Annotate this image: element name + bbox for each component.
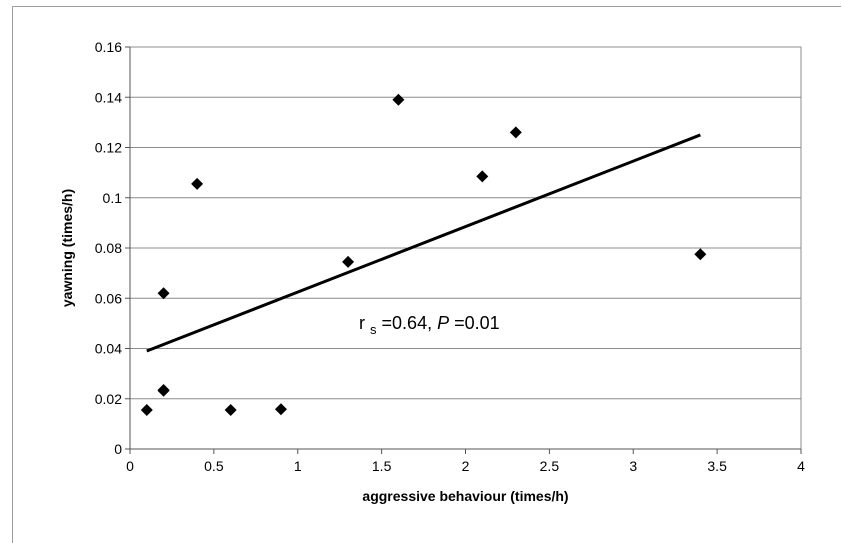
x-tick-label: 2.5 (540, 458, 560, 474)
data-point (392, 93, 405, 106)
x-tick-label: 3.5 (707, 458, 727, 474)
data-point (157, 384, 170, 397)
y-tick-label: 0.06 (95, 290, 122, 306)
data-point (476, 170, 489, 183)
x-tick-label: 1.5 (372, 458, 392, 474)
x-tick-label: 2 (462, 458, 470, 474)
data-point (694, 248, 707, 261)
x-tick-label: 0 (126, 458, 134, 474)
y-tick-label: 0 (114, 441, 122, 457)
y-tick-label: 0.16 (95, 39, 122, 55)
data-point (191, 177, 204, 190)
y-tick-label: 0.1 (103, 190, 123, 206)
trend-line (146, 133, 701, 353)
data-point (509, 126, 522, 139)
x-tick-label: 3 (629, 458, 637, 474)
rs-subscript: s (370, 322, 377, 337)
x-tick-label: 4 (797, 458, 805, 474)
rs-value: =0.64, (382, 313, 438, 333)
data-points (140, 93, 707, 417)
data-point (157, 287, 170, 300)
x-axis-title: aggressive behaviour (times/h) (362, 488, 568, 504)
p-symbol: P (437, 313, 449, 333)
data-point (274, 403, 287, 416)
gridlines (130, 46, 801, 400)
data-point (140, 404, 153, 417)
y-tick-label: 0.02 (95, 391, 122, 407)
y-tick-label: 0.14 (95, 89, 122, 105)
x-tick-labels: 0 0.5 1 1.5 2 2.5 3 3.5 4 (126, 449, 805, 474)
y-tick-labels: 0 0.02 0.04 0.06 0.08 0.1 0.12 0.14 0.16 (95, 39, 130, 457)
y-tick-label: 0.12 (95, 140, 122, 156)
x-tick-label: 1 (294, 458, 302, 474)
p-value: =0.01 (454, 313, 500, 333)
data-point (342, 255, 355, 268)
chart-frame (12, 6, 841, 543)
x-tick-label: 0.5 (204, 458, 224, 474)
y-tick-label: 0.04 (95, 341, 122, 357)
data-point (224, 404, 237, 417)
y-tick-label: 0.08 (95, 240, 122, 256)
rs-symbol: r (359, 313, 365, 333)
correlation-annotation: r s =0.64, P =0.01 (359, 313, 500, 338)
y-axis-title: yawning (times/h) (59, 189, 75, 307)
